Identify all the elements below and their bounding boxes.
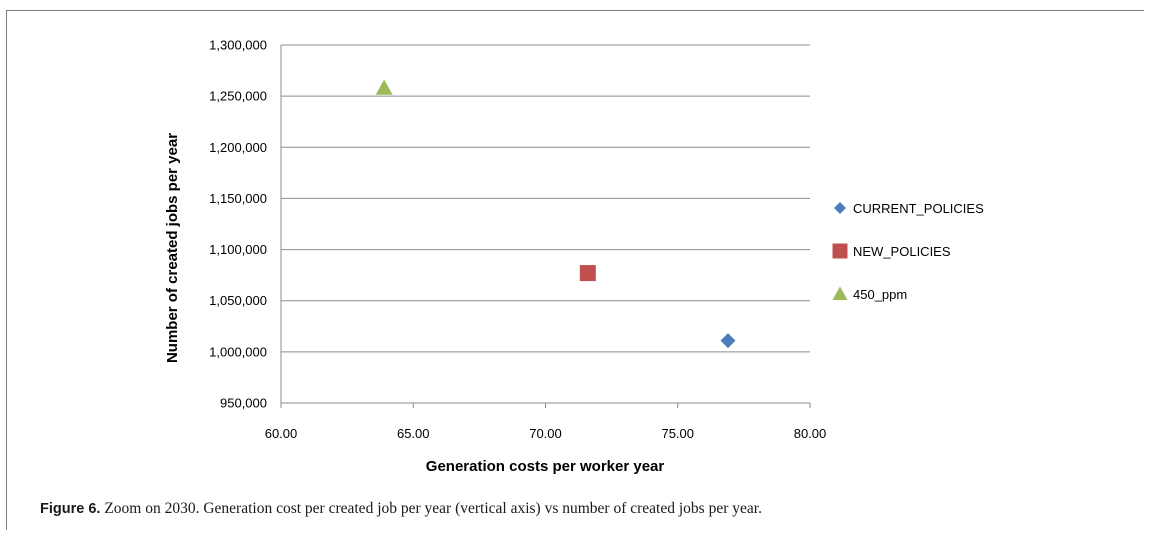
x-tick-label: 75.00 xyxy=(661,426,694,441)
x-tick-label: 60.00 xyxy=(265,426,298,441)
marker-new-policies xyxy=(579,265,596,282)
legend-label: 450_ppm xyxy=(853,287,907,302)
figure-frame xyxy=(6,10,1144,530)
y-tick-labels: 950,000 1,000,000 1,050,000 1,100,000 1,150,… xyxy=(209,38,267,411)
x-tick-labels: 60.00 65.00 70.00 75.00 80.00 xyxy=(265,426,827,441)
y-axis-title: Number of created jobs per year xyxy=(164,133,181,363)
y-tick-label: 1,200,000 xyxy=(209,140,267,155)
y-tick-label: 950,000 xyxy=(220,396,267,411)
legend: CURRENT_POLICIES NEW_POLICIES 450_ppm xyxy=(832,201,984,302)
legend-label: CURRENT_POLICIES xyxy=(853,201,984,216)
caption-label: Figure 6. xyxy=(40,501,101,517)
legend-marker xyxy=(832,243,848,259)
marker-450-ppm xyxy=(375,79,393,95)
x-axis-title: Generation costs per worker year xyxy=(426,458,665,475)
figure-caption: Figure 6. Zoom on 2030. Generation cost … xyxy=(40,500,1140,518)
x-tick-label: 70.00 xyxy=(529,426,562,441)
y-tick-label: 1,000,000 xyxy=(209,344,267,359)
y-tick-label: 1,100,000 xyxy=(209,242,267,257)
gridlines xyxy=(280,44,811,408)
legend-label: NEW_POLICIES xyxy=(853,244,951,259)
x-tick-label: 80.00 xyxy=(794,426,827,441)
caption-text: Zoom on 2030. Generation cost per create… xyxy=(100,500,762,517)
x-tick-label: 65.00 xyxy=(397,426,430,441)
legend-marker xyxy=(832,286,848,300)
y-tick-label: 1,150,000 xyxy=(209,191,267,206)
marker-current-policies xyxy=(720,333,736,349)
y-tick-label: 1,050,000 xyxy=(209,293,267,308)
y-tick-label: 1,250,000 xyxy=(209,89,267,104)
legend-marker xyxy=(834,202,846,214)
y-tick-label: 1,300,000 xyxy=(209,38,267,53)
data-points xyxy=(375,79,736,349)
